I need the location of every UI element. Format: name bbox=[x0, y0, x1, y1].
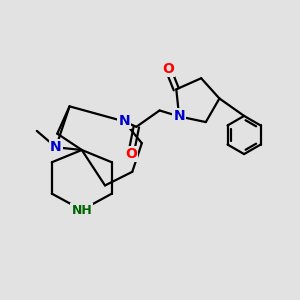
Text: N: N bbox=[173, 110, 185, 123]
Text: O: O bbox=[162, 62, 174, 76]
Text: N: N bbox=[50, 140, 62, 154]
Text: NH: NH bbox=[71, 203, 92, 217]
Text: N: N bbox=[118, 114, 130, 128]
Text: O: O bbox=[125, 147, 137, 161]
